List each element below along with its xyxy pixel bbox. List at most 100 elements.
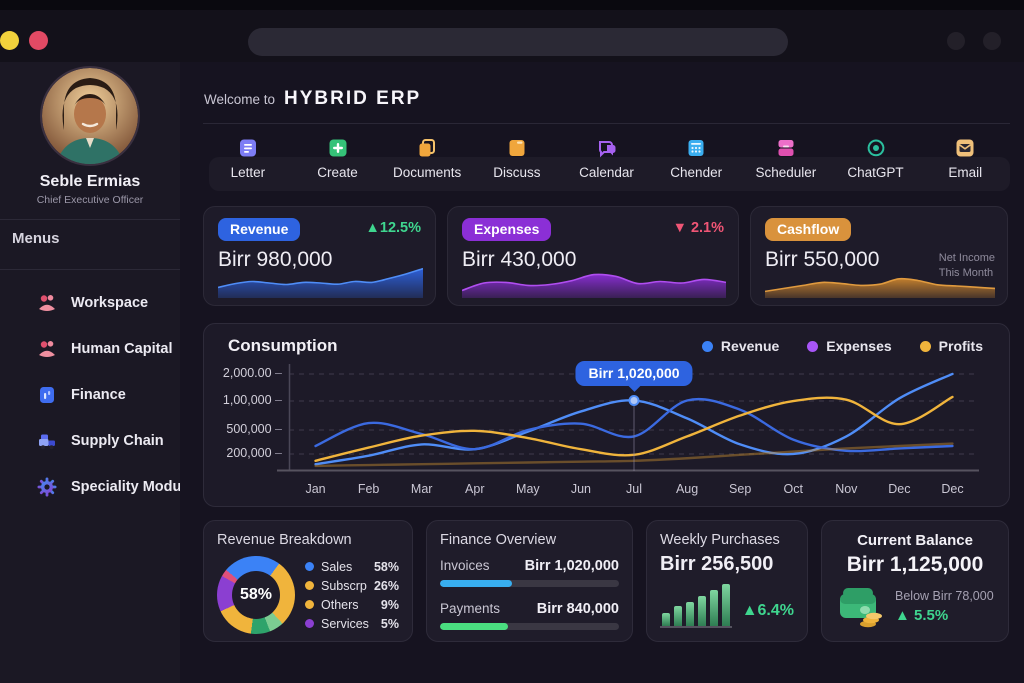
sales-dot xyxy=(305,562,314,571)
truck-icon xyxy=(39,434,55,450)
payments-value: Birr 840,000 xyxy=(536,601,619,617)
cashflow-note: Net Income This Month xyxy=(938,252,995,279)
y-axis-tick: 1,00,000 xyxy=(212,393,282,407)
legend-pct: 26% xyxy=(373,578,399,593)
legend-item-expenses[interactable]: Expenses xyxy=(807,338,892,354)
chart-tooltip: Birr 1,020,000 xyxy=(575,361,693,386)
weekly-purchases-card[interactable]: Weekly Purchases Birr 256,500 ▲6.4% xyxy=(646,520,808,642)
email-envelope-icon xyxy=(956,139,974,157)
legend-item-revenue[interactable]: Revenue xyxy=(701,338,780,354)
chat-bubbles-icon xyxy=(598,141,616,158)
kpi-card-revenue[interactable]: Revenue ▲12.5% Birr 980,000 xyxy=(203,206,436,306)
app-toolbar: Letter Create xyxy=(203,131,1010,191)
current-balance-note: Below Birr 78,000 xyxy=(895,588,994,603)
x-tick: Nov xyxy=(835,482,858,496)
x-tick: Aug xyxy=(675,482,699,496)
kpi-row: Revenue ▲12.5% Birr 980,000 xyxy=(203,206,1010,306)
sidebar-item-label: Human Capital xyxy=(71,341,173,357)
x-tick: Jul xyxy=(626,482,642,496)
sidebar-item-label: Speciality Module xyxy=(71,479,194,495)
toolbar-item-chatgpt[interactable]: ChatGPT xyxy=(831,131,921,191)
payments-label: Payments xyxy=(440,601,501,616)
avatar[interactable] xyxy=(42,68,138,164)
chatgpt-icon xyxy=(867,139,884,157)
finance-overview-card[interactable]: Finance Overview Invoices Birr 1,020,000… xyxy=(426,520,633,642)
search-bar[interactable] xyxy=(248,28,788,56)
current-balance-value: Birr 1,125,000 xyxy=(846,553,984,576)
x-axis-labels: Jan Feb Mar Apr May Jun Jul Aug Sep Oct … xyxy=(289,482,979,496)
expenses-badge: Expenses xyxy=(462,218,552,241)
legend-label: Revenue xyxy=(720,338,780,354)
consumption-chart-panel: Consumption Revenue Expenses Profits xyxy=(203,323,1010,507)
divider xyxy=(203,123,1010,124)
weekly-bar xyxy=(662,613,670,626)
titlebar xyxy=(0,10,1024,62)
legend-row-others: Others 9% xyxy=(305,598,399,612)
current-balance-card[interactable]: Current Balance Birr 1,125,000 xyxy=(821,520,1009,642)
toolbar-background xyxy=(209,157,1010,191)
toolbar-item-email[interactable]: Email xyxy=(920,131,1010,191)
donut-legend: Sales 58% Subscrp 26% Others xyxy=(305,560,399,631)
card-title: Current Balance xyxy=(857,532,973,549)
x-tick: Oct xyxy=(783,482,803,496)
toolbar-item-chender[interactable]: Chender xyxy=(651,131,741,191)
revenue-delta: ▲12.5% xyxy=(365,220,421,236)
y-axis-tick: 500,000 xyxy=(212,422,282,436)
invoices-value: Birr 1,020,000 xyxy=(524,558,619,574)
letter-icon xyxy=(239,139,256,157)
sidebar-item-workspace[interactable]: Workspace xyxy=(0,280,180,326)
sidebar-item-label: Workspace xyxy=(71,295,149,311)
sidebar-item-finance[interactable]: Finance xyxy=(0,372,180,418)
app-name: HYBRID ERP xyxy=(284,88,422,109)
menus-section-label: Menus xyxy=(12,230,60,247)
titlebar-action-icon[interactable] xyxy=(947,32,965,50)
revenue-value: Birr 980,000 xyxy=(218,248,333,271)
y-axis-tick: 2,000.00 xyxy=(212,366,282,380)
toolbar-item-scheduler[interactable]: Scheduler xyxy=(741,131,831,191)
sidebar-item-speciality-module[interactable]: Speciality Module xyxy=(0,464,193,510)
toolbar-item-create[interactable]: Create xyxy=(293,131,383,191)
weekly-purchases-value: Birr 256,500 xyxy=(660,553,774,575)
y-axis-tick: 200,000 xyxy=(212,446,282,460)
weekly-bars-chart xyxy=(660,584,732,628)
toolbar-item-documents[interactable]: Documents xyxy=(382,131,472,191)
toolbar-item-label: Chender xyxy=(670,165,723,180)
legend-item-profits[interactable]: Profits xyxy=(919,338,983,354)
payments-row: Payments Birr 840,000 xyxy=(440,601,619,630)
toolbar-item-label: Email xyxy=(948,165,983,180)
chart-plot-area[interactable] xyxy=(277,364,979,472)
toolbar-item-letter[interactable]: Letter xyxy=(203,131,293,191)
legend-dot-profits xyxy=(919,340,931,352)
others-dot xyxy=(305,600,314,609)
weekly-bar xyxy=(697,595,706,626)
cashflow-badge: Cashflow xyxy=(765,218,852,241)
kpi-card-expenses[interactable]: Expenses ▼ 2.1% Birr 430,000 xyxy=(447,206,739,306)
invoices-progress-fill xyxy=(440,580,512,587)
close-traffic-light[interactable] xyxy=(29,31,48,50)
x-tick: Apr xyxy=(465,482,485,496)
toolbar-item-label: Letter xyxy=(230,165,266,180)
invoices-progress-track xyxy=(440,580,619,587)
sidebar-item-supply-chain[interactable]: Supply Chain xyxy=(0,418,180,464)
legend-pct: 5% xyxy=(380,616,399,631)
x-tick: May xyxy=(516,482,540,496)
welcome-prefix: Welcome to xyxy=(204,92,276,107)
toolbar-item-discuss[interactable]: Discuss xyxy=(472,131,562,191)
cashflow-value: Birr 550,000 xyxy=(765,248,880,271)
sidebar-item-human-capital[interactable]: Human Capital xyxy=(0,326,180,372)
x-tick: Feb xyxy=(357,482,380,496)
bottom-cards-row: Revenue Breakdown 58% Sales 58% xyxy=(203,520,1010,642)
legend-label: Sales xyxy=(321,559,353,574)
window-top-edge xyxy=(0,0,1024,10)
revenue-breakdown-card[interactable]: Revenue Breakdown 58% Sales 58% xyxy=(203,520,413,642)
titlebar-action-icon[interactable] xyxy=(983,32,1001,50)
x-tick: Jan xyxy=(305,482,326,496)
legend-label: Subscrp xyxy=(321,578,367,593)
toolbar-item-label: Calendar xyxy=(579,165,634,180)
toolbar-item-calendar[interactable]: Calendar xyxy=(562,131,652,191)
expenses-delta: ▼ 2.1% xyxy=(672,220,724,236)
kpi-card-cashflow[interactable]: Cashflow Birr 550,000 Net Income This Mo… xyxy=(750,206,1008,306)
x-tick: Sep xyxy=(729,482,752,496)
minimize-traffic-light[interactable] xyxy=(0,31,19,50)
weekly-bar xyxy=(721,584,730,626)
